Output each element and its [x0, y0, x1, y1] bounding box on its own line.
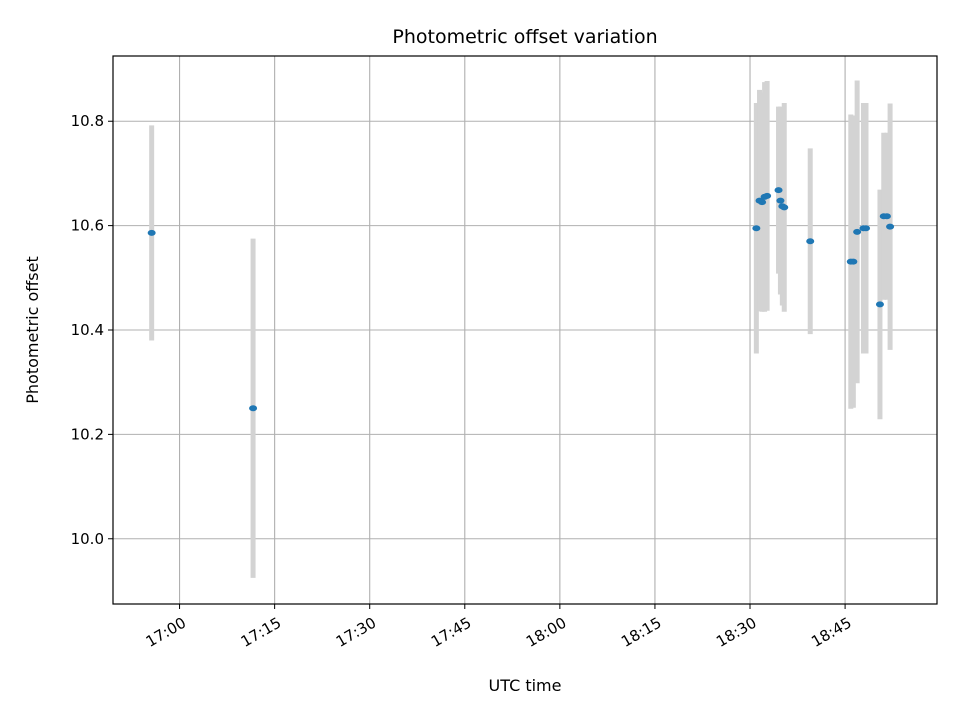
x-tick-label: 17:45 — [428, 614, 474, 651]
data-point — [849, 258, 858, 265]
y-tick-label: 10.8 — [71, 112, 104, 130]
y-axis-title: Photometric offset — [23, 256, 42, 404]
x-tick-label: 18:30 — [713, 614, 759, 651]
x-tick-label: 18:00 — [523, 614, 569, 651]
data-point — [774, 187, 783, 194]
axis-ticks: 17:00 17:15 17:30 17:45 18:00 18:15 18:30 18:45… — [71, 112, 855, 651]
x-tick-label: 17:00 — [143, 614, 189, 651]
grid — [113, 56, 937, 604]
data-points — [147, 187, 895, 412]
data-point — [882, 213, 891, 220]
data-point — [806, 238, 815, 245]
data-point — [249, 405, 258, 412]
error-bars — [149, 80, 893, 578]
data-point — [780, 204, 789, 211]
x-tick-label: 18:15 — [618, 614, 664, 651]
data-point — [853, 228, 862, 235]
y-tick-label: 10.6 — [71, 217, 104, 235]
data-point — [862, 225, 871, 232]
y-tick-label: 10.0 — [71, 530, 104, 548]
data-point — [752, 225, 761, 232]
y-tick-label: 10.2 — [71, 425, 104, 443]
data-point — [875, 301, 884, 308]
data-point — [763, 192, 772, 199]
x-tick-label: 17:15 — [238, 614, 284, 651]
chart-title: Photometric offset variation — [392, 26, 657, 48]
data-point — [758, 199, 767, 206]
data-point — [886, 223, 895, 230]
x-tick-label: 17:30 — [333, 614, 379, 651]
x-tick-label: 18:45 — [808, 614, 854, 651]
x-axis-title: UTC time — [489, 676, 562, 695]
data-point — [776, 197, 785, 204]
data-point — [147, 229, 156, 236]
y-tick-label: 10.4 — [71, 321, 104, 339]
